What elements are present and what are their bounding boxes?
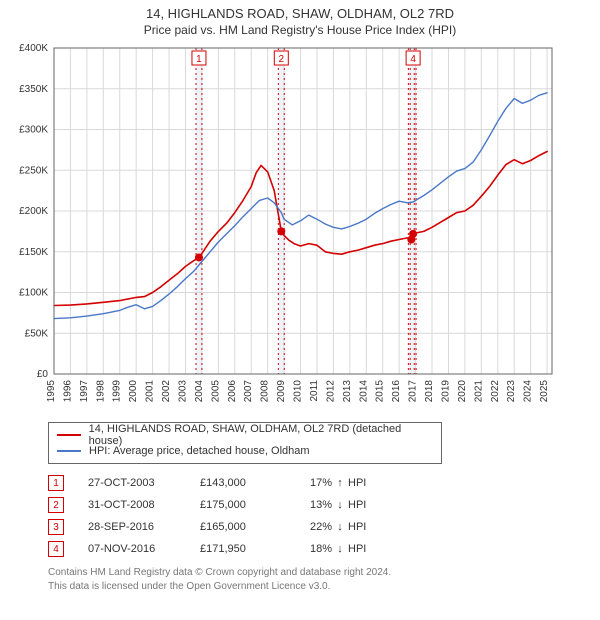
legend-label: HPI: Average price, detached house, Oldh… [89,445,310,457]
legend: 14, HIGHLANDS ROAD, SHAW, OLDHAM, OL2 7R… [48,422,442,464]
svg-text:1995: 1995 [46,380,57,403]
transaction-hpi-label: HPI [348,543,388,555]
footer: Contains HM Land Registry data © Crown c… [48,566,600,593]
transaction-row: 3 28-SEP-2016£165,00022%↓HPI [48,516,600,538]
transaction-price: £143,000 [200,477,292,489]
svg-text:£400K: £400K [19,43,48,54]
svg-text:1996: 1996 [62,380,73,403]
svg-text:1: 1 [196,54,202,65]
svg-text:2004: 2004 [194,380,205,403]
transaction-date: 27-OCT-2003 [88,477,200,489]
transaction-price: £175,000 [200,499,292,511]
svg-text:2016: 2016 [391,380,402,403]
price-chart: £0 £50K £100K £150K £200K £250K £300K £350K £400… [0,42,560,412]
transaction-row: 1 27-OCT-2003£143,00017%↑HPI [48,472,600,494]
svg-text:2021: 2021 [473,380,484,403]
transaction-row: 4 07-NOV-2016£171,95018%↓HPI [48,538,600,560]
transaction-arrow-icon: ↓ [332,499,348,511]
svg-text:2012: 2012 [325,380,336,403]
transaction-arrow-icon: ↓ [332,543,348,555]
svg-text:2000: 2000 [128,380,139,403]
transaction-price: £171,950 [200,543,292,555]
svg-text:2002: 2002 [161,380,172,403]
svg-text:2024: 2024 [523,380,534,403]
svg-text:£0: £0 [37,369,49,380]
transaction-hpi-label: HPI [348,521,388,533]
svg-text:2010: 2010 [293,380,304,403]
transaction-date: 28-SEP-2016 [88,521,200,533]
svg-text:2018: 2018 [424,380,435,403]
svg-text:£150K: £150K [19,247,48,258]
transaction-arrow-icon: ↑ [332,477,348,489]
transaction-number-box: 4 [48,541,64,557]
transaction-pct: 13% [292,499,332,511]
svg-text:2005: 2005 [210,380,221,403]
svg-text:2019: 2019 [440,380,451,403]
footer-line: Contains HM Land Registry data © Crown c… [48,566,600,580]
svg-text:2003: 2003 [177,380,188,403]
svg-text:2022: 2022 [490,380,501,403]
chart-title-line1: 14, HIGHLANDS ROAD, SHAW, OLDHAM, OL2 7R… [0,6,600,23]
legend-swatch [57,434,81,436]
chart-title-line2: Price paid vs. HM Land Registry's House … [0,23,600,39]
svg-text:2020: 2020 [457,380,468,403]
svg-text:2008: 2008 [260,380,271,403]
svg-text:£300K: £300K [19,125,48,136]
svg-text:2013: 2013 [342,380,353,403]
transaction-date: 07-NOV-2016 [88,543,200,555]
chart-container: £0 £50K £100K £150K £200K £250K £300K £350K £400… [0,42,560,412]
svg-text:1998: 1998 [95,380,106,403]
svg-text:2014: 2014 [358,380,369,403]
legend-item: 14, HIGHLANDS ROAD, SHAW, OLDHAM, OL2 7R… [57,427,433,443]
transaction-pct: 22% [292,521,332,533]
svg-text:2023: 2023 [506,380,517,403]
transaction-date: 31-OCT-2008 [88,499,200,511]
svg-text:2: 2 [279,54,285,65]
svg-text:£200K: £200K [19,206,48,217]
svg-text:2006: 2006 [227,380,238,403]
svg-text:1999: 1999 [112,380,123,403]
svg-text:2017: 2017 [408,380,419,403]
transaction-price: £165,000 [200,521,292,533]
transaction-hpi-label: HPI [348,477,388,489]
chart-title-block: 14, HIGHLANDS ROAD, SHAW, OLDHAM, OL2 7R… [0,0,600,38]
svg-text:2011: 2011 [309,380,320,402]
svg-text:1997: 1997 [79,380,90,403]
transaction-hpi-label: HPI [348,499,388,511]
svg-text:£350K: £350K [19,84,48,95]
transaction-row: 2 31-OCT-2008£175,00013%↓HPI [48,494,600,516]
svg-text:£50K: £50K [25,329,49,340]
svg-text:£250K: £250K [19,166,48,177]
transaction-pct: 18% [292,543,332,555]
transaction-number-box: 3 [48,519,64,535]
transaction-arrow-icon: ↓ [332,521,348,533]
transaction-number-box: 1 [48,475,64,491]
svg-text:2001: 2001 [145,380,156,403]
svg-text:2015: 2015 [375,380,386,403]
legend-swatch [57,450,81,452]
svg-text:2009: 2009 [276,380,287,403]
transaction-number-box: 2 [48,497,64,513]
svg-text:2025: 2025 [539,380,550,403]
svg-text:4: 4 [410,54,416,65]
transaction-list: 127-OCT-2003£143,00017%↑HPI231-OCT-2008£… [48,472,600,560]
transaction-pct: 17% [292,477,332,489]
footer-line: This data is licensed under the Open Gov… [48,580,600,594]
legend-label: 14, HIGHLANDS ROAD, SHAW, OLDHAM, OL2 7R… [89,423,433,447]
svg-text:£100K: £100K [19,288,48,299]
svg-text:2007: 2007 [243,380,254,403]
